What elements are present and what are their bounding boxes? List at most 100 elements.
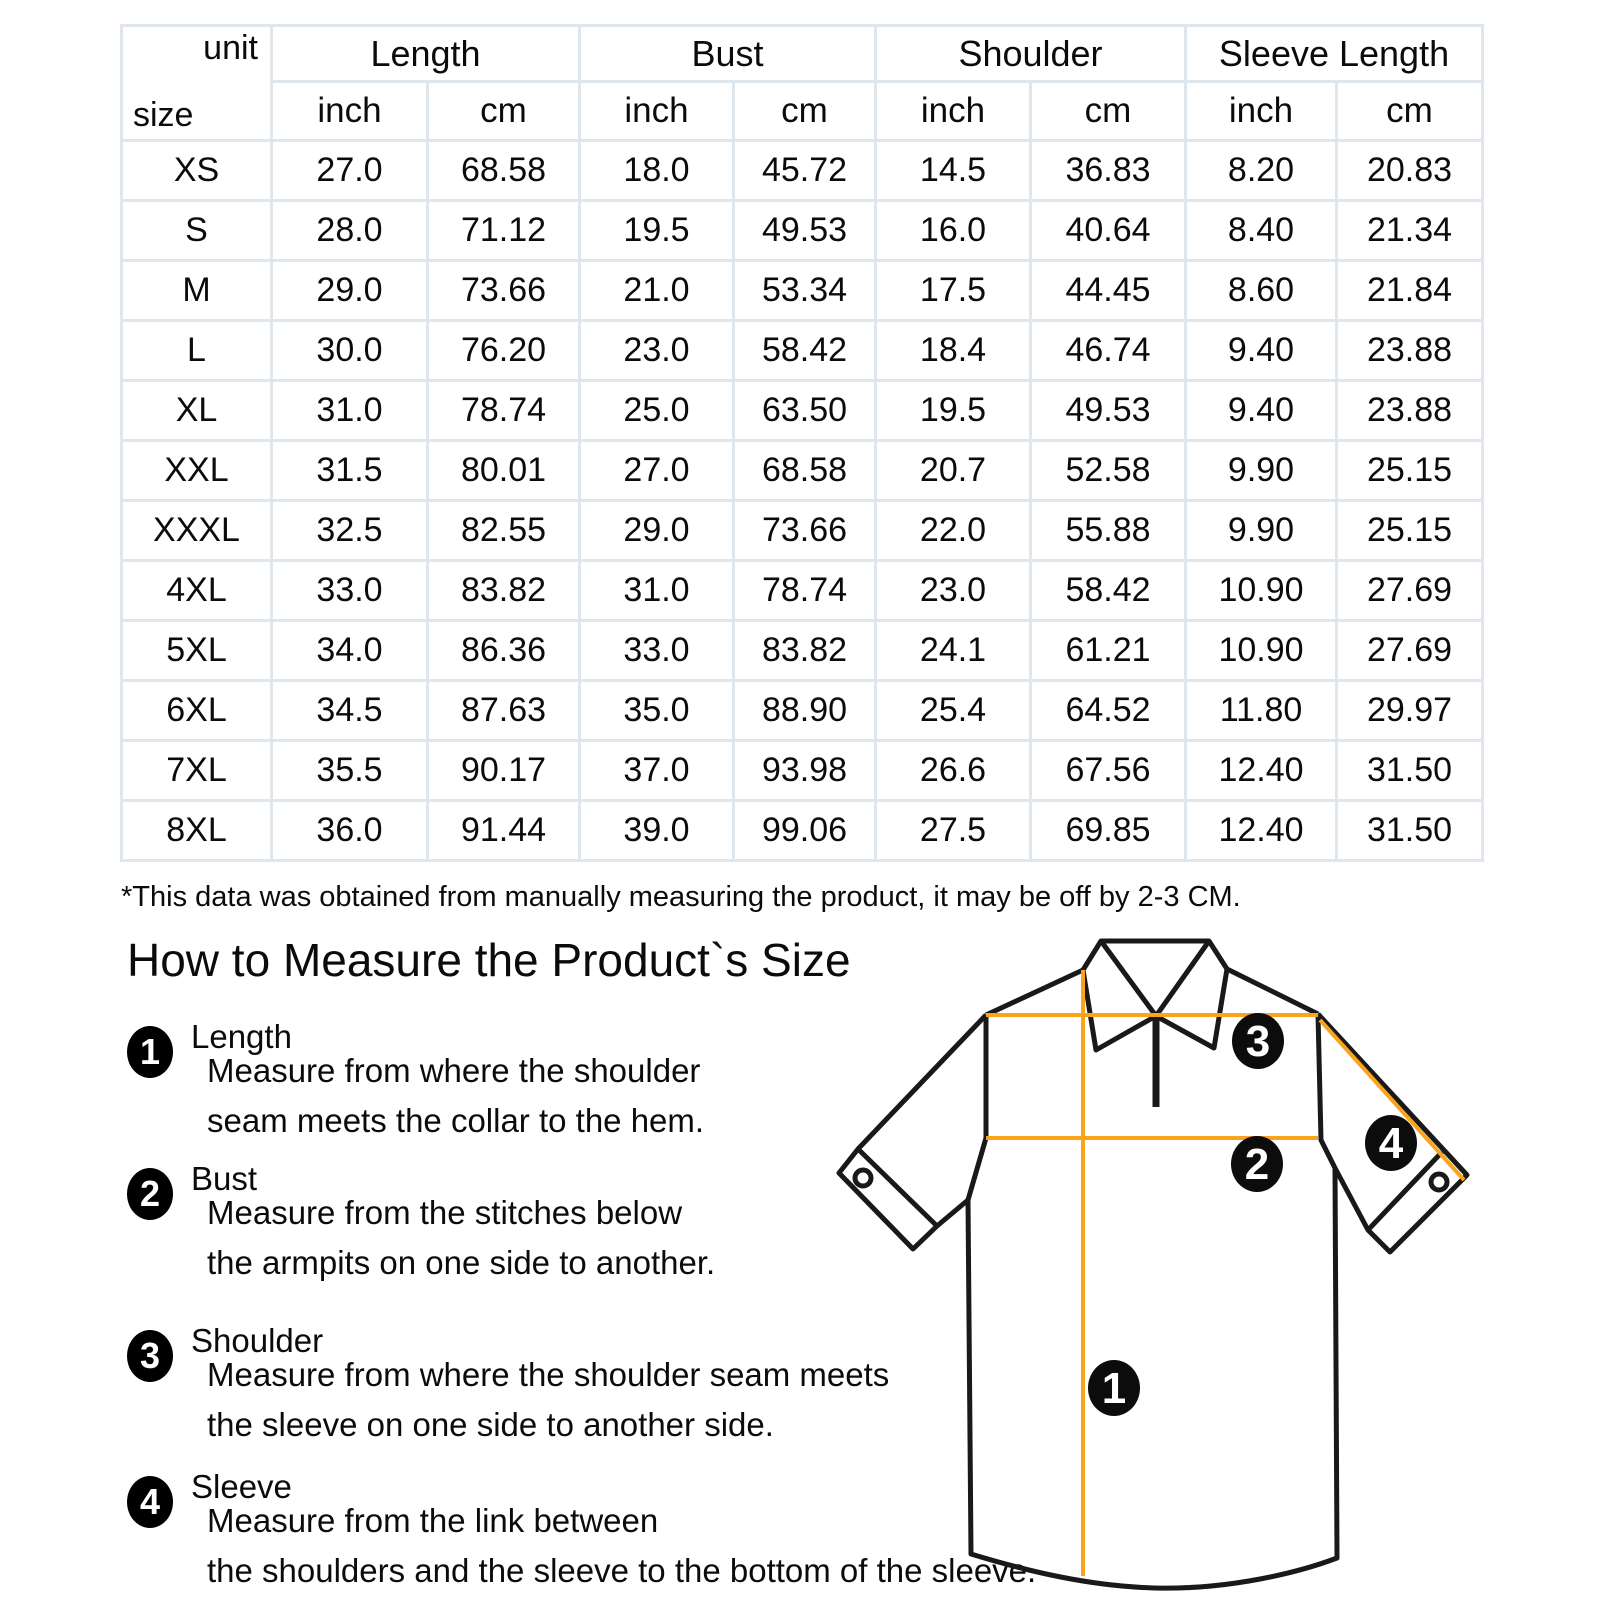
shoulder-seams: [984, 966, 1320, 1018]
guide-item-sleeve: 4 Sleeve Measure from the link between t…: [125, 1468, 1085, 1597]
measure-line-sleeve: [1318, 1018, 1466, 1182]
guide-item-shoulder: 3 Shoulder Measure from where the should…: [125, 1322, 1085, 1451]
measurement-cell: 12.40: [1184, 739, 1338, 802]
table-row: L 30.0 76.20 23.0 58.42 18.4 46.74 9.40 23.88: [120, 319, 1484, 382]
measurement-cell: 69.85: [1029, 799, 1187, 862]
size-label-cell: XXXL: [120, 499, 273, 562]
guide-item-desc-line: the shoulders and the sleeve to the bott…: [207, 1552, 1037, 1589]
measurement-cell: 27.5: [874, 799, 1032, 862]
measurement-cell: 23.88: [1335, 379, 1484, 442]
unit-header-cell: cm: [1029, 80, 1187, 142]
measurement-cell: 63.50: [732, 379, 877, 442]
measurement-cell: 20.7: [874, 439, 1032, 502]
measurement-cell: 68.58: [426, 139, 581, 202]
measurement-cell: 20.83: [1335, 139, 1484, 202]
guide-item-desc-line: Measure from where the shoulder seam mee…: [207, 1356, 890, 1393]
measurement-cell: 73.66: [426, 259, 581, 322]
measurement-cell: 55.88: [1029, 499, 1187, 562]
measurement-cell: 91.44: [426, 799, 581, 862]
measurement-cell: 73.66: [732, 499, 877, 562]
measurement-cell: 29.97: [1335, 679, 1484, 742]
measurement-cell: 53.34: [732, 259, 877, 322]
measurement-cell: 26.6: [874, 739, 1032, 802]
measurement-cell: 32.5: [270, 499, 429, 562]
measurement-cell: 33.0: [270, 559, 429, 622]
group-header-shoulder: Shoulder: [874, 24, 1187, 83]
table-row: XL 31.0 78.74 25.0 63.50 19.5 49.53 9.40 23.88: [120, 379, 1484, 442]
measurement-cell: 10.90: [1184, 619, 1338, 682]
measurement-cell: 21.34: [1335, 199, 1484, 262]
measurement-cell: 82.55: [426, 499, 581, 562]
measurement-cell: 88.90: [732, 679, 877, 742]
table-row: XXL 31.5 80.01 27.0 68.58 20.7 52.58 9.90 25.15: [120, 439, 1484, 502]
group-header-bust: Bust: [578, 24, 877, 83]
measurement-cell: 78.74: [426, 379, 581, 442]
measurement-cell: 52.58: [1029, 439, 1187, 502]
corner-size-label: size: [133, 96, 194, 134]
measurement-cell: 76.20: [426, 319, 581, 382]
measurement-cell: 44.45: [1029, 259, 1187, 322]
measurement-cell: 45.72: [732, 139, 877, 202]
measurement-cell: 93.98: [732, 739, 877, 802]
guide-heading: How to Measure the Product`s Size: [127, 934, 851, 986]
measurement-cell: 31.50: [1335, 739, 1484, 802]
measurement-cell: 9.40: [1184, 319, 1338, 382]
measurement-cell: 49.53: [732, 199, 877, 262]
measurement-cell: 22.0: [874, 499, 1032, 562]
guide-item-desc-line: Measure from the link between: [207, 1502, 659, 1539]
unit-header-cell: inch: [1184, 80, 1338, 142]
table-corner-cell: unit size: [120, 24, 273, 142]
measurement-cell: 9.90: [1184, 499, 1338, 562]
unit-header-cell: cm: [1335, 80, 1484, 142]
unit-header-cell: inch: [270, 80, 429, 142]
measurement-cell: 61.21: [1029, 619, 1187, 682]
corner-unit-label: unit: [203, 29, 258, 67]
measurement-cell: 30.0: [270, 319, 429, 382]
measurement-cell: 39.0: [578, 799, 735, 862]
measurement-cell: 8.40: [1184, 199, 1338, 262]
measurement-cell: 27.69: [1335, 559, 1484, 622]
step-2-badge: 2: [127, 1168, 173, 1220]
table-row: S 28.0 71.12 19.5 49.53 16.0 40.64 8.40 21.34: [120, 199, 1484, 262]
measurement-cell: 23.0: [578, 319, 735, 382]
guide-item-bust: 2 Bust Measure from the stitches below t…: [125, 1160, 1085, 1289]
measurement-cell: 31.50: [1335, 799, 1484, 862]
measurement-cell: 31.0: [270, 379, 429, 442]
measurement-cell: 9.90: [1184, 439, 1338, 502]
diagram-badge-1: 1: [1088, 1360, 1140, 1416]
size-label-cell: M: [120, 259, 273, 322]
measurement-cell: 21.0: [578, 259, 735, 322]
measurement-cell: 58.42: [1029, 559, 1187, 622]
measurement-cell: 19.5: [874, 379, 1032, 442]
step-3-badge: 3: [127, 1330, 173, 1382]
guide-item-desc-line: the sleeve on one side to another side.: [207, 1406, 774, 1443]
svg-text:4: 4: [1379, 1119, 1404, 1168]
guide-item-desc-line: the armpits on one side to another.: [207, 1244, 716, 1281]
measurement-cell: 87.63: [426, 679, 581, 742]
shirt-diagram: 1 2 3 4: [836, 938, 1470, 1591]
size-table-body: XS 27.0 68.58 18.0 45.72 14.5 36.83 8.20 20.83 S 2…: [120, 139, 1484, 862]
measurement-cell: 37.0: [578, 739, 735, 802]
measurement-cell: 12.40: [1184, 799, 1338, 862]
size-label-cell: 8XL: [120, 799, 273, 862]
measurement-cell: 10.90: [1184, 559, 1338, 622]
measurement-cell: 49.53: [1029, 379, 1187, 442]
measurement-cell: 27.0: [270, 139, 429, 202]
measurement-cell: 40.64: [1029, 199, 1187, 262]
guide-item-label: Bust: [191, 1160, 258, 1197]
measurement-cell: 36.83: [1029, 139, 1187, 202]
measurement-cell: 14.5: [874, 139, 1032, 202]
measurement-cell: 25.0: [578, 379, 735, 442]
size-label-cell: 5XL: [120, 619, 273, 682]
unit-header-cell: inch: [578, 80, 735, 142]
guide-item-label: Sleeve: [191, 1468, 292, 1505]
measurement-cell: 31.0: [578, 559, 735, 622]
group-header-sleeve-length: Sleeve Length: [1184, 24, 1484, 83]
measurement-cell: 29.0: [578, 499, 735, 562]
shirt-body: [965, 1013, 1340, 1591]
size-label-cell: XS: [120, 139, 273, 202]
measurement-cell: 8.20: [1184, 139, 1338, 202]
right-sleeve: [1316, 1012, 1470, 1255]
measurement-cell: 9.40: [1184, 379, 1338, 442]
